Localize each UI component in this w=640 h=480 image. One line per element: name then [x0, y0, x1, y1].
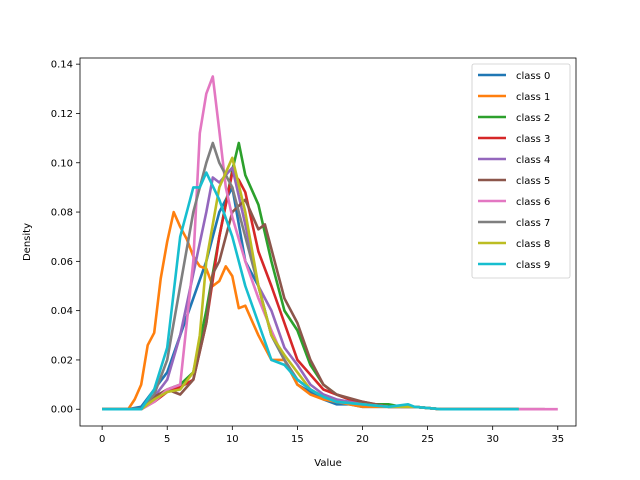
series-line-9: [102, 171, 519, 411]
x-axis-label: Value: [314, 458, 341, 469]
plot-frame: [79, 57, 577, 427]
legend-label: class 7: [516, 218, 550, 229]
legend-label: class 8: [516, 239, 550, 250]
y-tick-label: 0.00: [51, 405, 73, 416]
x-tick-label: 25: [421, 434, 434, 445]
series-line-8: [102, 156, 519, 411]
x-tick-label: 20: [356, 434, 369, 445]
x-tick-label: 15: [291, 434, 304, 445]
x-tick-label: 0: [99, 434, 105, 445]
x-axis: 0 5 10 15 20 25 30 35: [99, 426, 564, 445]
series-layer: [102, 75, 558, 411]
x-tick-label: 5: [164, 434, 170, 445]
legend-label: class 1: [516, 92, 550, 103]
legend-label: class 6: [516, 197, 550, 208]
y-tick-label: 0.02: [51, 355, 73, 366]
y-tick-label: 0.04: [51, 306, 73, 317]
x-tick-label: 10: [226, 434, 239, 445]
legend-label: class 4: [516, 155, 550, 166]
legend: class 0 class 1 class 2 class 3 class 4 class…: [471, 63, 571, 279]
legend-label: class 0: [516, 71, 550, 82]
legend-label: class 9: [516, 260, 550, 271]
x-tick-label: 30: [486, 434, 499, 445]
y-tick-label: 0.12: [51, 109, 73, 120]
y-axis-label: Density: [22, 223, 33, 261]
y-axis: 0.00 0.02 0.04 0.06 0.08 0.10 0.12 0.14: [51, 60, 80, 416]
y-tick-label: 0.08: [51, 208, 73, 219]
y-tick-label: 0.06: [51, 257, 73, 268]
series-line-1: [102, 210, 519, 411]
legend-label: class 3: [516, 134, 550, 145]
series-line-7: [102, 141, 519, 411]
y-tick-label: 0.14: [51, 60, 73, 71]
legend-label: class 2: [516, 113, 550, 124]
y-tick-label: 0.10: [51, 158, 73, 169]
x-tick-label: 35: [551, 434, 564, 445]
legend-label: class 5: [516, 176, 550, 187]
